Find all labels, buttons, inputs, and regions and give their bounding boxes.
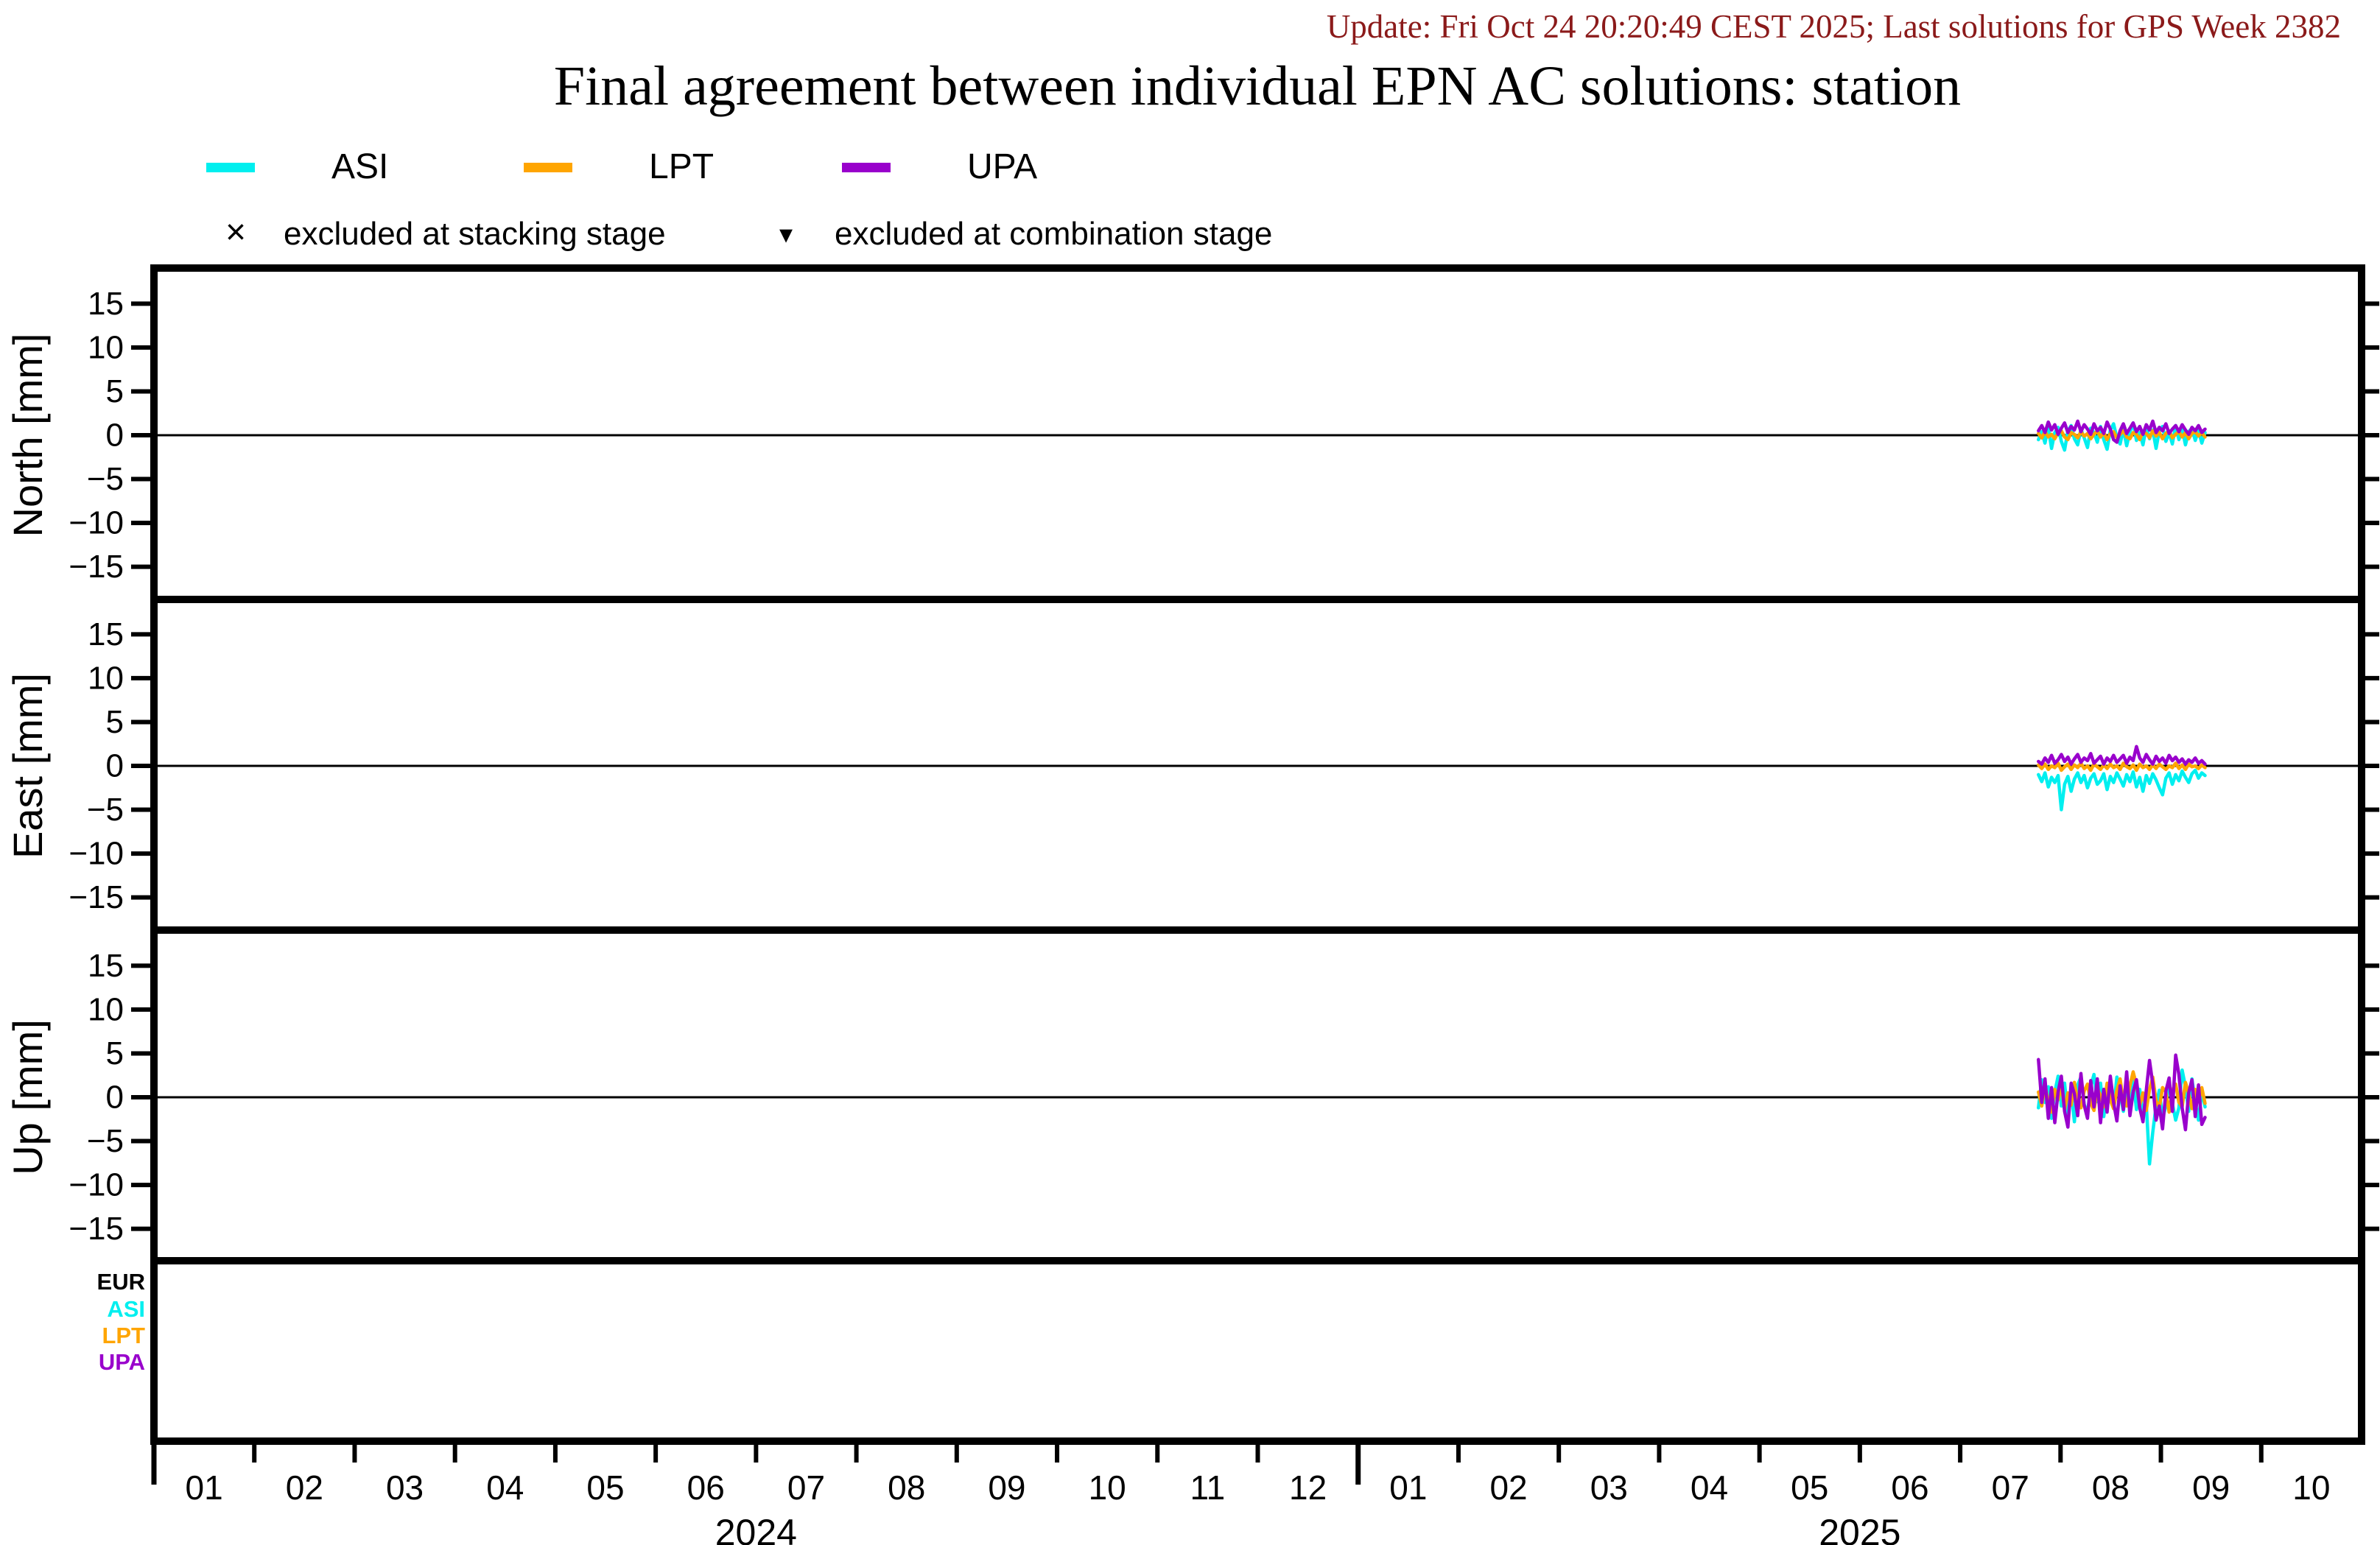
series-line-lpt-east <box>2037 761 2207 772</box>
series-line-lpt-north <box>2037 429 2207 442</box>
x-month-label: 06 <box>687 1468 725 1507</box>
x-month-label: 04 <box>486 1468 524 1507</box>
excluded-combination-label: excluded at combination stage <box>835 216 1273 252</box>
ac-row-label-lpt: LPT <box>102 1323 145 1348</box>
y-tick-label: 10 <box>88 329 124 365</box>
excluded-combination-icon: ▾ <box>779 219 793 249</box>
y-tick-label: 5 <box>106 373 124 409</box>
y-tick-label: 5 <box>106 1035 124 1071</box>
y-tick-label: 15 <box>88 948 124 984</box>
x-month-label: 08 <box>888 1468 925 1507</box>
x-month-label: 03 <box>386 1468 424 1507</box>
legend-swatch-lpt <box>524 163 572 172</box>
x-month-label: 11 <box>1190 1468 1226 1507</box>
y-tick-label: −10 <box>69 505 124 541</box>
x-month-label: 02 <box>286 1468 323 1507</box>
panel-border <box>150 926 2365 1264</box>
series-line-asi-east <box>2037 768 2207 812</box>
x-month-label: 07 <box>1992 1468 2029 1507</box>
excluded-stacking-label: excluded at stacking stage <box>284 216 666 252</box>
x-month-label: 12 <box>1289 1468 1327 1507</box>
y-tick-label: 0 <box>106 1080 124 1116</box>
series-line-upa-east <box>2037 745 2207 766</box>
legend-label-lpt: LPT <box>649 147 715 186</box>
x-month-label: 09 <box>988 1468 1025 1507</box>
x-month-label: 04 <box>1691 1468 1728 1507</box>
y-tick-label: −5 <box>87 461 124 497</box>
x-year-label: 2024 <box>715 1512 797 1545</box>
y-tick-label: 15 <box>88 286 124 322</box>
y-tick-label: −15 <box>69 879 124 915</box>
ac-row-label-upa: UPA <box>98 1349 145 1375</box>
legend-swatch-upa <box>842 163 891 172</box>
y-tick-label: 10 <box>88 991 124 1027</box>
y-tick-label: −10 <box>69 1167 124 1203</box>
y-tick-label: 0 <box>106 748 124 784</box>
x-month-label: 10 <box>2292 1468 2330 1507</box>
x-month-label: 03 <box>1590 1468 1628 1507</box>
y-tick-label: 0 <box>106 418 124 454</box>
panel-border <box>150 264 2365 603</box>
x-month-label: 05 <box>1791 1468 1828 1507</box>
x-year-label: 2025 <box>1819 1512 1900 1545</box>
update-text: Update: Fri Oct 24 20:20:49 CEST 2025; L… <box>1326 8 2341 45</box>
y-tick-label: −5 <box>87 1123 124 1159</box>
legend-swatch-asi <box>206 163 255 172</box>
legend-label-upa: UPA <box>967 147 1038 186</box>
y-tick-label: −15 <box>69 1211 124 1247</box>
ac-row-label-asi: ASI <box>107 1296 145 1322</box>
y-tick-label: −10 <box>69 836 124 872</box>
x-month-label: 09 <box>2192 1468 2230 1507</box>
x-month-label: 07 <box>787 1468 825 1507</box>
y-tick-label: 10 <box>88 660 124 696</box>
x-month-label: 05 <box>586 1468 624 1507</box>
x-month-label: 01 <box>186 1468 223 1507</box>
y-tick-label: 15 <box>88 616 124 652</box>
page-title: Final agreement between individual EPN A… <box>553 55 1962 117</box>
panel-border <box>150 1257 2365 1445</box>
y-tick-label: −15 <box>69 549 124 585</box>
x-month-label: 01 <box>1389 1468 1427 1507</box>
y-tick-label: −5 <box>87 792 124 828</box>
excluded-stacking-icon: × <box>225 213 247 252</box>
ac-row-label-eur: EUR <box>96 1269 145 1295</box>
x-month-label: 08 <box>2092 1468 2130 1507</box>
x-month-label: 10 <box>1089 1468 1126 1507</box>
legend-label-asi: ASI <box>331 147 389 186</box>
series-line-upa-north <box>2037 419 2207 444</box>
y-tick-label: 5 <box>106 704 124 740</box>
series-line-upa-up <box>2037 1053 2207 1132</box>
x-month-label: 02 <box>1489 1468 1527 1507</box>
x-month-label: 06 <box>1891 1468 1928 1507</box>
